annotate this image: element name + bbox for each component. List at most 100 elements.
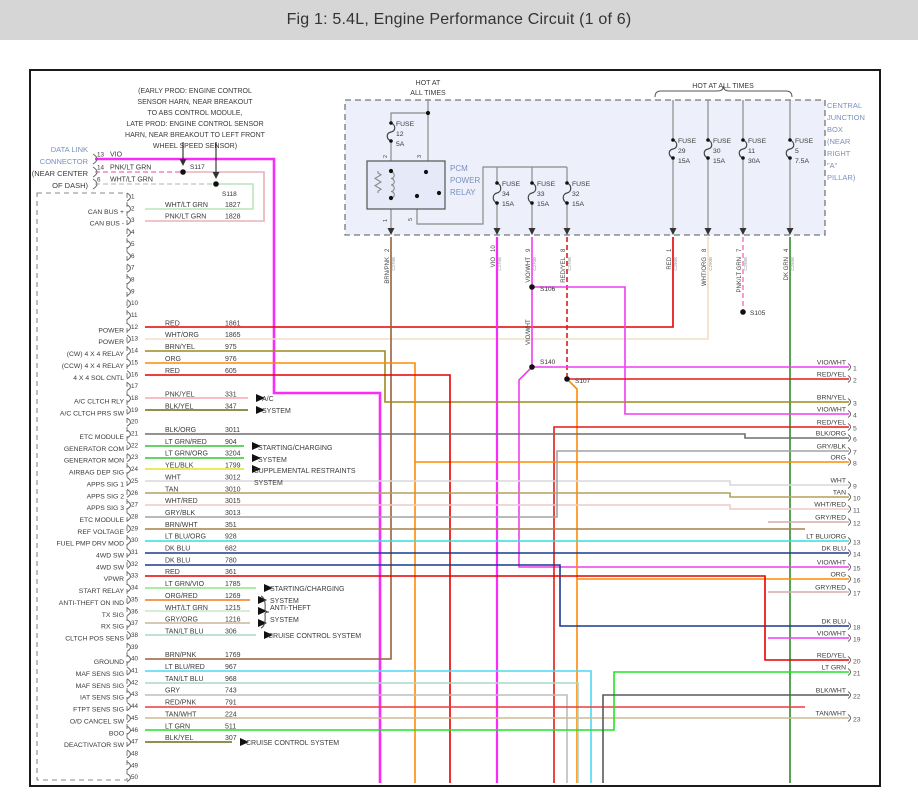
dlc-pin-number: 13 (97, 152, 105, 159)
pcm-circuit-number: 351 (225, 522, 237, 529)
pcm-wire-color: WHT/LT GRN (165, 202, 208, 209)
pcm-circuit-number: 682 (225, 546, 237, 553)
dlc-pin-color: VIO (110, 152, 123, 159)
junction-dot (425, 110, 431, 116)
pcm-pin-number: 4 (131, 229, 135, 236)
wire-row42 (145, 682, 579, 783)
fuse-label: FUSE (795, 138, 814, 145)
pcm-pin-number: 25 (131, 478, 139, 485)
pcm-pin-bracket (126, 370, 131, 380)
system-label: SYSTEM (262, 408, 291, 415)
note-text: SENSOR HARN, NEAR BREAKOUT (137, 99, 253, 106)
pcm-pin-number: 46 (131, 727, 139, 734)
output-hook-icon (847, 505, 851, 513)
pcm-wire-color: YEL/BLK (165, 463, 194, 470)
cjb-label: (NEAR (827, 137, 851, 146)
pcm-pin-bracket (126, 725, 131, 735)
pcm-pin-number: 31 (131, 549, 139, 556)
pcm-signal-label: MAF SENS SIG (76, 683, 124, 690)
wire-wht-lt-grn-1827 (145, 183, 254, 210)
pcm-pin-number: 32 (131, 561, 139, 568)
drop-pin-number: 2 (385, 248, 391, 252)
output-hook-icon (847, 656, 851, 664)
fuse-label: FUSE (748, 138, 767, 145)
pcm-wire-color: PNK/LT GRN (165, 214, 206, 221)
output-number: 12 (853, 521, 861, 528)
junction-dot (388, 195, 394, 201)
pcm-pin-bracket (126, 417, 131, 427)
wire-row28 (145, 450, 849, 518)
output-number: 3 (853, 401, 857, 408)
output-hook-icon (847, 575, 851, 583)
fuse-icon (527, 182, 537, 204)
internal-wire (416, 166, 567, 225)
pcm-wire-color: LT GRN/ORG (165, 451, 208, 458)
fuse-icon (386, 122, 396, 142)
output-number: 8 (853, 461, 857, 468)
fuse-label: FUSE (572, 181, 591, 188)
pcm-pin-number: 24 (131, 466, 139, 473)
pcm-pin-number: 18 (131, 395, 139, 402)
output-number: 5 (853, 426, 857, 433)
fuse-icon (492, 182, 502, 204)
pcm-pin-number: 26 (131, 490, 139, 497)
drop-pin-number: 4 (784, 248, 790, 252)
pcm-signal-label: TX SIG (102, 612, 124, 619)
hot-at-label: ALL TIMES (410, 90, 446, 97)
pcm-signal-label: START RELAY (79, 588, 125, 595)
pcm-wire-color: BLK/YEL (165, 403, 194, 410)
pcm-pin-number: 7 (131, 265, 135, 272)
pcm-pin-bracket (126, 228, 131, 237)
drop-wire-label: DK GRN (784, 257, 790, 280)
relay-coil-icon (390, 171, 395, 199)
wire-row43 (145, 694, 568, 783)
pcm-wire-color: TAN/LT BLU (165, 676, 204, 683)
junction-dot (565, 201, 569, 205)
drop-connector-code: C290B (673, 257, 678, 271)
wire-row16 (145, 374, 451, 783)
fuse-label: 15A (537, 201, 550, 208)
pcm-pin-bracket (126, 548, 131, 557)
pcm-pin-number: 30 (131, 537, 139, 544)
pcm-pin-number: 34 (131, 585, 139, 592)
pcm-wire-color: RED (165, 320, 180, 327)
fuse-label: 34 (502, 191, 510, 198)
pcm-circuit-number: 928 (225, 534, 237, 541)
pcm-pin-number: 17 (131, 383, 139, 390)
pcm-pin-bracket (126, 488, 131, 498)
pcm-signal-label: APPS SIG 1 (87, 481, 125, 488)
pcm-pin-bracket (126, 761, 131, 771)
fuse-icon (668, 139, 678, 159)
pcm-circuit-number: 1799 (225, 463, 241, 470)
drop-wire-label: VIO/WHT (526, 257, 532, 283)
pcm-pin-bracket (126, 583, 131, 593)
pcm-pin-bracket (126, 465, 131, 474)
system-arrow-icon (258, 596, 267, 604)
output-wire-color: GRY/RED (815, 515, 846, 522)
drop-connector-code: C270B (532, 257, 537, 271)
pcm-wire-color: TAN (165, 486, 178, 493)
pcm-pin-number: 16 (131, 371, 139, 378)
splice-label: S140 (540, 359, 556, 366)
pcm-pin-bracket (126, 322, 131, 332)
system-label: ANTI-THEFT (270, 605, 312, 612)
pcm-wire-color: LT BLU/RED (165, 664, 205, 671)
pcm-pin-number: 27 (131, 502, 139, 509)
down-arrow-icon (563, 228, 571, 235)
pcm-circuit-number: 3013 (225, 510, 241, 517)
output-hook-icon (847, 634, 851, 642)
output-wire-color: TAN (833, 490, 846, 497)
junction-dot (740, 309, 746, 315)
relay-pin-number: 3 (417, 155, 423, 158)
pcm-wire-color: DK BLU (165, 557, 190, 564)
system-label: SYSTEM (270, 598, 299, 605)
splice-label: S118 (222, 191, 237, 198)
wire-row21 (145, 433, 849, 439)
junction-dot (706, 156, 710, 160)
fuse-icon (785, 139, 795, 159)
pcm-circuit-number: 361 (225, 569, 237, 576)
pcm-pin-bracket (126, 631, 131, 640)
wire-row14 (145, 350, 849, 403)
drop-pin-number: 10 (491, 245, 497, 252)
relay-pin-number: 2 (383, 155, 389, 158)
